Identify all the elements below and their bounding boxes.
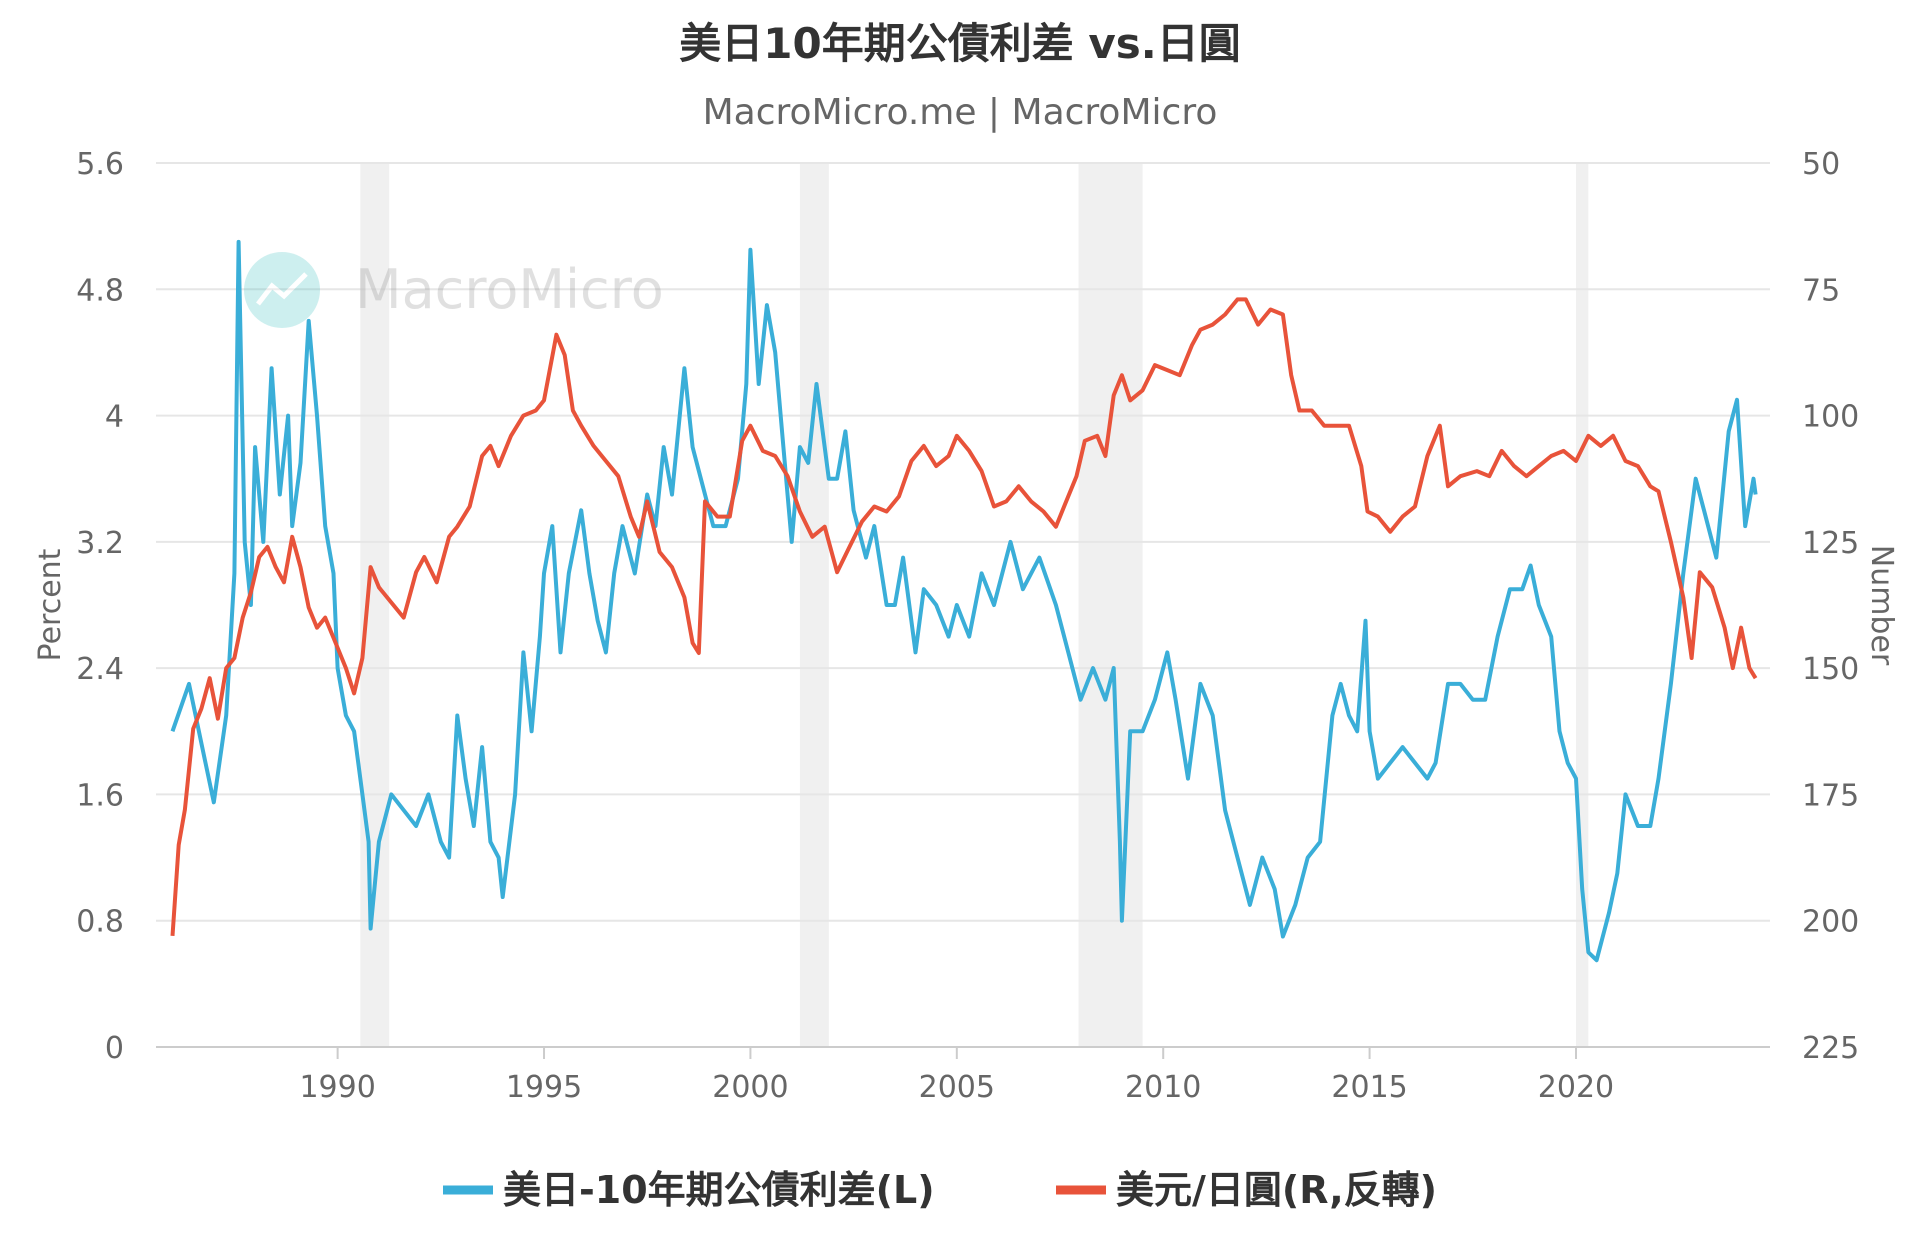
recession-band xyxy=(799,163,829,1047)
chart-subtitle: MacroMicro.me | MacroMicro xyxy=(703,92,1218,133)
y-axis-left-label: Percent xyxy=(33,548,68,661)
y-right-tick-label: 200 xyxy=(1802,905,1859,940)
x-tick-label: 2015 xyxy=(1331,1070,1407,1105)
y-left-tick-label: 4.8 xyxy=(76,273,124,308)
y-left-tick-label: 4 xyxy=(105,400,124,435)
y-right-tick-label: 75 xyxy=(1802,273,1840,308)
y-axis-left: 0 0.8 1.6 2.4 3.2 4 4.8 5.6 xyxy=(76,147,124,1066)
legend-label-usdjpy: 美元/日圓(R,反轉) xyxy=(1116,1168,1437,1212)
y-axis-right-label: Number xyxy=(1864,545,1899,666)
y-left-tick-label: 0.8 xyxy=(76,905,124,940)
y-left-tick-label: 0 xyxy=(105,1031,124,1066)
x-tick-label: 1995 xyxy=(506,1070,582,1105)
y-axis-right: 50 75 100 125 150 175 200 225 xyxy=(1802,147,1859,1066)
y-left-tick-label: 1.6 xyxy=(76,778,124,813)
y-right-tick-label: 50 xyxy=(1802,147,1840,182)
y-left-tick-label: 3.2 xyxy=(76,526,124,561)
watermark: MacroMicro xyxy=(244,252,664,328)
watermark-logo-line-icon xyxy=(256,272,308,306)
y-right-tick-label: 225 xyxy=(1802,1031,1859,1066)
legend: 美日-10年期公債利差(L) 美元/日圓(R,反轉) xyxy=(443,1168,1437,1212)
chart-title: 美日10年期公債利差 vs.日圓 xyxy=(679,19,1240,68)
x-tick-label: 2010 xyxy=(1125,1070,1201,1105)
series-line-usdjpy xyxy=(170,297,1758,937)
watermark-logo-icon xyxy=(244,252,320,328)
recession-band xyxy=(1078,163,1143,1047)
y-right-tick-label: 100 xyxy=(1802,400,1859,435)
x-axis: 1990 1995 2000 2005 2010 2015 2020 xyxy=(156,1046,1770,1105)
series-lines xyxy=(170,239,1758,963)
series-line-spread xyxy=(170,239,1758,963)
legend-item-spread[interactable]: 美日-10年期公債利差(L) xyxy=(443,1168,935,1212)
y-right-tick-label: 150 xyxy=(1802,652,1859,687)
legend-label-spread: 美日-10年期公債利差(L) xyxy=(503,1168,935,1212)
x-tick-label: 1990 xyxy=(299,1070,375,1105)
y-left-tick-label: 2.4 xyxy=(76,652,124,687)
y-right-tick-label: 125 xyxy=(1802,526,1859,561)
legend-item-usdjpy[interactable]: 美元/日圓(R,反轉) xyxy=(1056,1168,1437,1212)
y-left-tick-label: 5.6 xyxy=(76,147,124,182)
x-tick-label: 2005 xyxy=(919,1070,995,1105)
x-tick-label: 2020 xyxy=(1538,1070,1614,1105)
watermark-text: MacroMicro xyxy=(355,258,664,321)
y-right-tick-label: 175 xyxy=(1802,778,1859,813)
x-tick-label: 2000 xyxy=(712,1070,788,1105)
